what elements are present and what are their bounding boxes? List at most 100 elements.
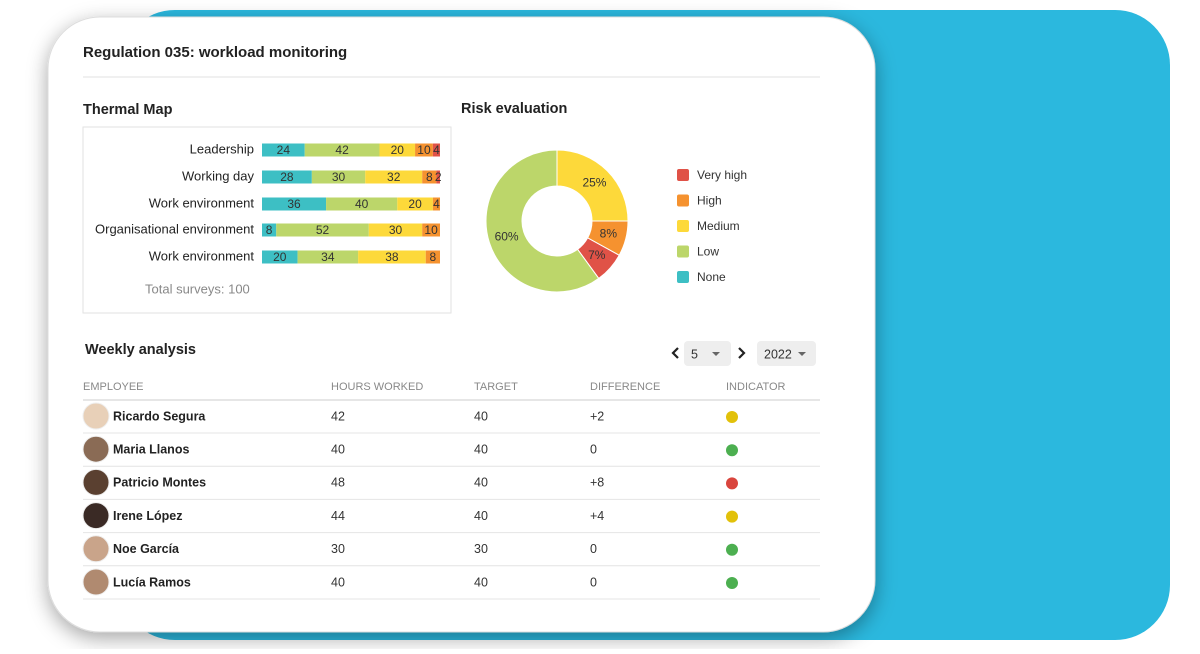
- difference-cell: +4: [590, 509, 604, 523]
- difference-cell: +8: [590, 476, 604, 490]
- avatar: [82, 535, 110, 563]
- hours-cell: 42: [331, 409, 345, 423]
- bar-segment: [262, 197, 327, 211]
- segment-label: 8: [266, 223, 273, 237]
- bar-segment: [436, 170, 440, 184]
- target-cell: 40: [474, 476, 488, 490]
- bar-segment: [262, 250, 298, 264]
- segment-label: 4: [433, 197, 440, 211]
- bar-segment: [297, 250, 359, 264]
- employee-name: Lucía Ramos: [113, 575, 191, 589]
- indicator: [726, 411, 738, 423]
- card: [47, 16, 876, 633]
- column-header: HOURS WORKED: [331, 381, 423, 393]
- row-label: Organisational environment: [95, 221, 254, 236]
- avatar: [82, 568, 110, 596]
- bar-segment: [326, 197, 398, 211]
- hours-cell: 44: [331, 509, 345, 523]
- segment-label: 8: [430, 250, 437, 264]
- legend-label: Very high: [697, 168, 747, 182]
- total-surveys: Total surveys: 100: [145, 281, 250, 296]
- indicator: [726, 510, 738, 523]
- week-select[interactable]: [684, 341, 731, 366]
- thermal-box: [82, 126, 452, 314]
- indicator: [726, 577, 738, 589]
- next-week[interactable]: [738, 347, 746, 359]
- hours-cell: 40: [331, 442, 345, 456]
- column-header: DIFFERENCE: [590, 381, 660, 393]
- bar-segment: [262, 143, 305, 157]
- bar-segment: [276, 223, 369, 237]
- bar-segment: [262, 170, 312, 184]
- legend-swatch: [677, 271, 689, 283]
- difference-cell: +2: [590, 409, 604, 423]
- prev-week[interactable]: [671, 347, 679, 359]
- avatar: [82, 435, 110, 463]
- column-header: EMPLOYEE: [83, 381, 144, 393]
- section-title: Weekly analysis: [85, 342, 196, 358]
- bar-segment: [365, 170, 423, 184]
- target-cell: 30: [474, 542, 488, 556]
- indicator: [726, 543, 738, 556]
- caret: [798, 352, 806, 356]
- difference-cell: 0: [590, 442, 597, 456]
- segment-label: 4: [433, 143, 440, 157]
- hours-cell: 40: [331, 575, 345, 589]
- row-label: Leadership: [190, 141, 254, 156]
- segment-label: 20: [408, 197, 422, 211]
- bar-segment: [425, 250, 440, 264]
- legend-swatch: [677, 245, 689, 258]
- week-value: 5: [691, 347, 698, 361]
- indicator: [726, 444, 738, 457]
- legend-label: Medium: [697, 219, 740, 233]
- segment-label: 36: [287, 197, 301, 211]
- bar-segment: [311, 170, 366, 184]
- legend-label: None: [697, 270, 726, 284]
- bar-segment: [304, 143, 380, 157]
- target-cell: 40: [474, 575, 488, 589]
- caret: [712, 352, 720, 356]
- segment-label: 10: [417, 143, 431, 157]
- slice-label: 8%: [600, 226, 618, 240]
- bar-segment: [358, 250, 426, 264]
- slice-label: 60%: [495, 230, 519, 244]
- segment-label: 34: [321, 250, 335, 264]
- page-title: Regulation 035: workload monitoring: [83, 44, 347, 61]
- segment-label: 30: [389, 223, 403, 237]
- employee-name: Noe García: [113, 542, 180, 556]
- employee-name: Irene López: [113, 509, 182, 523]
- segment-label: 42: [335, 143, 349, 157]
- slice-label: 7%: [588, 248, 606, 262]
- segment-label: 20: [273, 250, 287, 264]
- legend-swatch: [677, 194, 689, 207]
- row-label: Work environment: [149, 195, 255, 210]
- hours-cell: 48: [331, 476, 345, 490]
- segment-label: 40: [355, 197, 369, 211]
- segment-label: 32: [387, 170, 401, 184]
- year-select[interactable]: [757, 341, 816, 366]
- slice-label: 25%: [582, 176, 606, 190]
- bar-segment: [368, 223, 423, 237]
- target-cell: 40: [474, 409, 488, 423]
- segment-label: 10: [424, 223, 438, 237]
- employee-name: Patricio Montes: [113, 476, 206, 490]
- bar-segment: [397, 197, 433, 211]
- bar-segment: [415, 143, 433, 157]
- difference-cell: 0: [590, 542, 597, 556]
- legend-label: Low: [697, 245, 719, 259]
- legend-swatch: [677, 220, 689, 232]
- hours-cell: 30: [331, 542, 345, 556]
- row-label: Working day: [182, 168, 255, 183]
- bar-segment: [432, 197, 440, 211]
- segment-label: 30: [332, 170, 346, 184]
- segment-label: 2: [435, 170, 442, 184]
- segment-label: 52: [316, 223, 330, 237]
- indicator: [726, 477, 738, 490]
- bar-segment: [379, 143, 416, 157]
- segment-label: 24: [277, 143, 291, 157]
- row-label: Work environment: [149, 248, 255, 263]
- employee-name: Maria Llanos: [113, 442, 189, 456]
- segment-label: 8: [426, 170, 433, 184]
- legend-label: High: [697, 194, 722, 208]
